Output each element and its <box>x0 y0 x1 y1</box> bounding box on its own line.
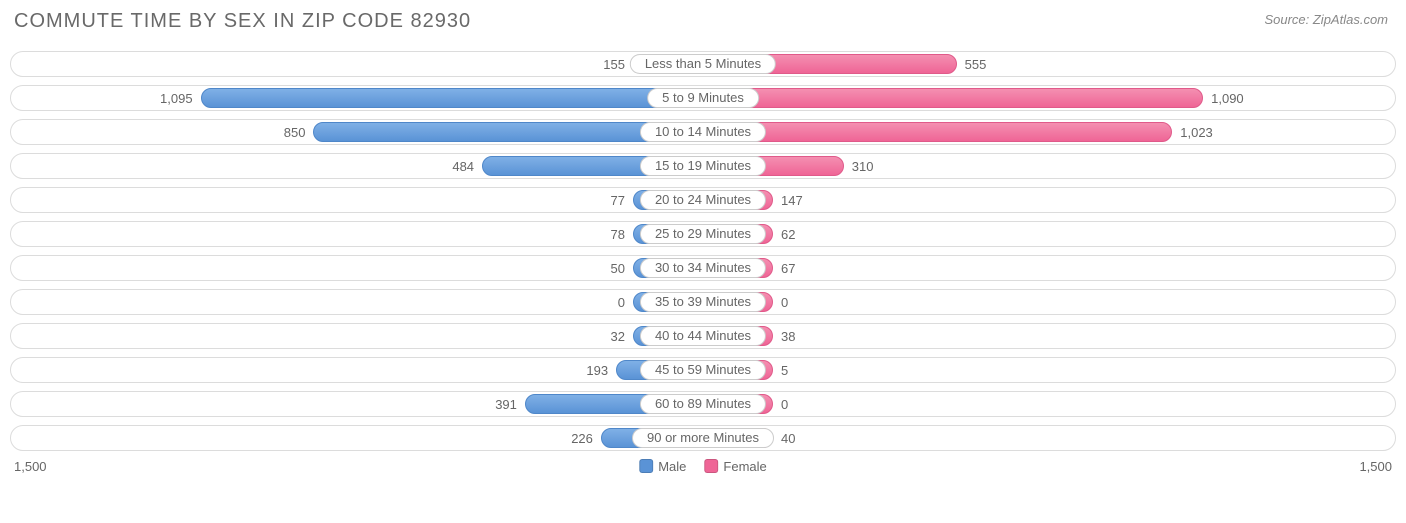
category-pill: 90 or more Minutes <box>632 428 774 448</box>
category-pill: 5 to 9 Minutes <box>647 88 759 108</box>
female-value: 1,023 <box>1174 122 1213 142</box>
male-value: 1,095 <box>160 88 199 108</box>
female-value: 67 <box>775 258 795 278</box>
female-value: 62 <box>775 224 795 244</box>
row-left-half: 1,095 <box>13 88 705 108</box>
chart-row: 0 0 35 to 39 Minutes <box>10 289 1396 315</box>
row-left-half: 155 <box>13 54 705 74</box>
category-pill: 10 to 14 Minutes <box>640 122 766 142</box>
row-right-half: 38 <box>701 326 1393 346</box>
male-value: 484 <box>452 156 480 176</box>
axis-tick-right: 1,500 <box>1359 459 1392 474</box>
male-value: 0 <box>618 292 631 312</box>
row-left-half: 0 <box>13 292 705 312</box>
row-left-half: 850 <box>13 122 705 142</box>
category-pill: 30 to 34 Minutes <box>640 258 766 278</box>
chart-axis: 1,500 1,500 Male Female <box>10 459 1396 481</box>
female-value: 0 <box>775 394 788 414</box>
row-left-half: 391 <box>13 394 705 414</box>
chart-row: 50 67 30 to 34 Minutes <box>10 255 1396 281</box>
category-pill: Less than 5 Minutes <box>630 54 776 74</box>
row-left-half: 484 <box>13 156 705 176</box>
row-left-half: 78 <box>13 224 705 244</box>
male-value: 78 <box>611 224 631 244</box>
row-left-half: 226 <box>13 428 705 448</box>
chart-legend: Male Female <box>639 459 767 474</box>
row-right-half: 62 <box>701 224 1393 244</box>
chart-row: 155 555 Less than 5 Minutes <box>10 51 1396 77</box>
male-value: 77 <box>611 190 631 210</box>
female-bar <box>701 122 1172 142</box>
male-bar <box>201 88 705 108</box>
chart-row: 32 38 40 to 44 Minutes <box>10 323 1396 349</box>
male-value: 391 <box>495 394 523 414</box>
chart-rows: 155 555 Less than 5 Minutes 1,095 1,090 5 to … <box>10 51 1396 451</box>
category-pill: 20 to 24 Minutes <box>640 190 766 210</box>
legend-male-label: Male <box>658 459 686 474</box>
chart-row: 850 1,023 10 to 14 Minutes <box>10 119 1396 145</box>
commute-chart: COMMUTE TIME BY SEX IN ZIP CODE 82930 So… <box>0 0 1406 523</box>
female-value: 555 <box>959 54 987 74</box>
female-value: 310 <box>846 156 874 176</box>
female-bar <box>701 88 1203 108</box>
chart-row: 1,095 1,090 5 to 9 Minutes <box>10 85 1396 111</box>
row-right-half: 0 <box>701 292 1393 312</box>
male-value: 850 <box>284 122 312 142</box>
row-left-half: 50 <box>13 258 705 278</box>
female-value: 147 <box>775 190 803 210</box>
male-value: 50 <box>611 258 631 278</box>
axis-tick-left: 1,500 <box>14 459 47 474</box>
legend-male: Male <box>639 459 686 474</box>
chart-row: 78 62 25 to 29 Minutes <box>10 221 1396 247</box>
female-value: 5 <box>775 360 788 380</box>
male-value: 193 <box>586 360 614 380</box>
chart-row: 77 147 20 to 24 Minutes <box>10 187 1396 213</box>
row-right-half: 5 <box>701 360 1393 380</box>
chart-row: 193 5 45 to 59 Minutes <box>10 357 1396 383</box>
row-right-half: 67 <box>701 258 1393 278</box>
row-right-half: 1,023 <box>701 122 1393 142</box>
row-left-half: 32 <box>13 326 705 346</box>
chart-source: Source: ZipAtlas.com <box>1264 12 1388 27</box>
row-right-half: 1,090 <box>701 88 1393 108</box>
legend-female: Female <box>704 459 766 474</box>
category-pill: 15 to 19 Minutes <box>640 156 766 176</box>
row-right-half: 0 <box>701 394 1393 414</box>
row-left-half: 193 <box>13 360 705 380</box>
chart-row: 484 310 15 to 19 Minutes <box>10 153 1396 179</box>
category-pill: 35 to 39 Minutes <box>640 292 766 312</box>
female-value: 0 <box>775 292 788 312</box>
row-right-half: 310 <box>701 156 1393 176</box>
row-right-half: 40 <box>701 428 1393 448</box>
category-pill: 45 to 59 Minutes <box>640 360 766 380</box>
row-left-half: 77 <box>13 190 705 210</box>
female-value: 38 <box>775 326 795 346</box>
category-pill: 40 to 44 Minutes <box>640 326 766 346</box>
row-right-half: 147 <box>701 190 1393 210</box>
legend-female-label: Female <box>723 459 766 474</box>
male-value: 32 <box>611 326 631 346</box>
female-value: 40 <box>775 428 795 448</box>
chart-title: COMMUTE TIME BY SEX IN ZIP CODE 82930 <box>10 0 1396 37</box>
category-pill: 25 to 29 Minutes <box>640 224 766 244</box>
male-value: 155 <box>603 54 631 74</box>
male-value: 226 <box>571 428 599 448</box>
legend-swatch-female <box>704 459 718 473</box>
chart-row: 226 4090 or more Minutes <box>10 425 1396 451</box>
legend-swatch-male <box>639 459 653 473</box>
category-pill: 60 to 89 Minutes <box>640 394 766 414</box>
chart-row: 391 0 60 to 89 Minutes <box>10 391 1396 417</box>
row-right-half: 555 <box>701 54 1393 74</box>
female-value: 1,090 <box>1205 88 1244 108</box>
